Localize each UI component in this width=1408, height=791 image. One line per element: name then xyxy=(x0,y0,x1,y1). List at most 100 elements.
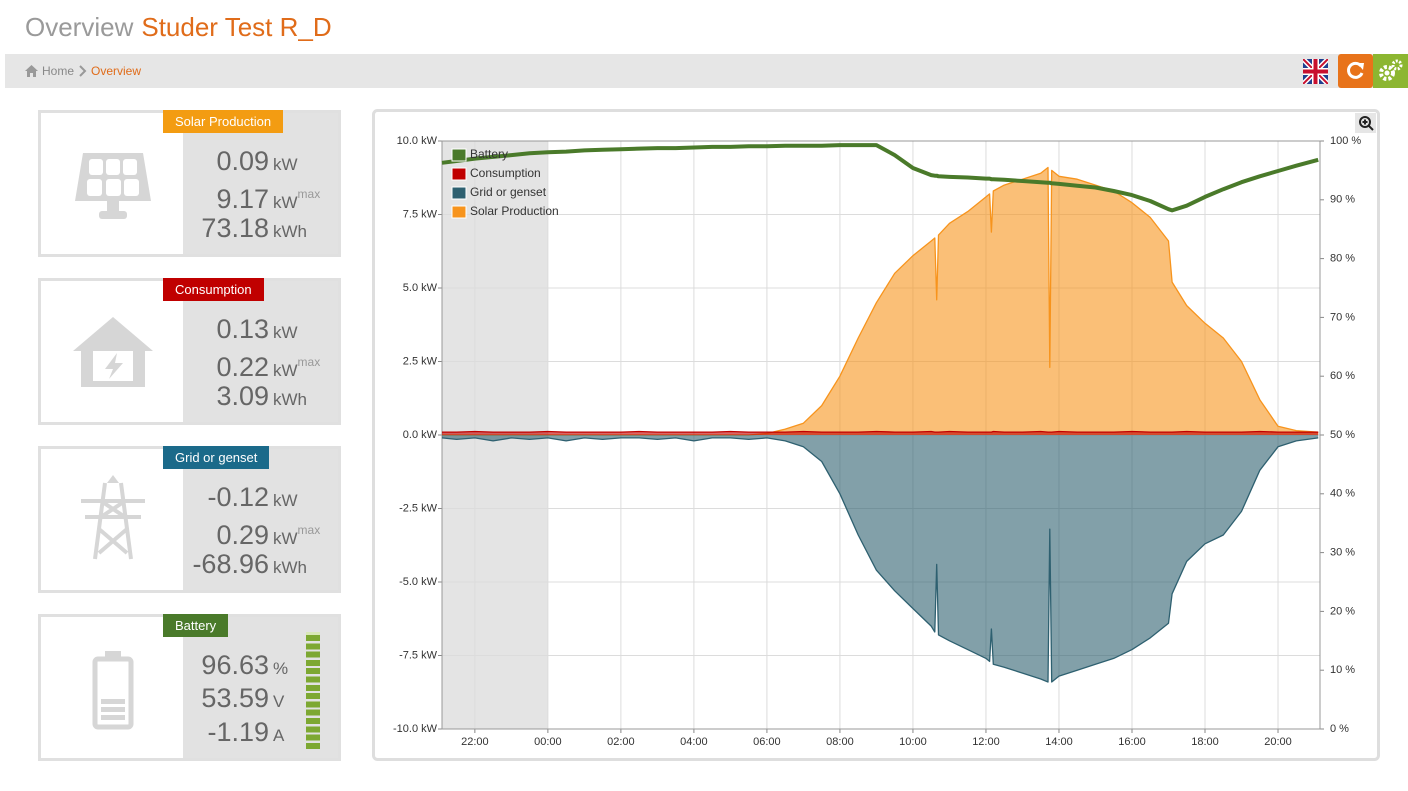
value: 73.18 xyxy=(201,213,269,243)
y2-tick-label: 50 % xyxy=(1330,429,1355,441)
y2-tick-label: 80 % xyxy=(1330,253,1355,265)
refresh-button[interactable] xyxy=(1338,54,1373,88)
legend-swatch xyxy=(451,148,467,162)
x-tick-label: 08:00 xyxy=(826,736,854,748)
card-label: Battery xyxy=(163,614,229,637)
value: 96.63 xyxy=(201,650,269,680)
y2-tick-label: 40 % xyxy=(1330,488,1355,500)
area-fill xyxy=(442,167,1319,435)
solar-card: 0.09 kW 9.17 kWmax 73.18 kWh Solar Producti… xyxy=(38,110,341,257)
unit: kWh xyxy=(273,558,307,577)
y2-tick-label: 0 % xyxy=(1330,723,1349,735)
breadcrumb-home[interactable]: Home xyxy=(42,64,75,78)
y2-tick-label: 90 % xyxy=(1330,194,1355,206)
page-title: Overview xyxy=(25,12,134,42)
values-panel: 96.63% 53.59 V -1.19 A xyxy=(183,617,338,758)
value: 53.59 xyxy=(201,683,269,713)
card-label: Grid or genset xyxy=(163,446,270,469)
site-name: Studer Test R_D xyxy=(141,12,332,42)
card-label: Consumption xyxy=(163,278,264,301)
x-tick-label: 14:00 xyxy=(1045,736,1073,748)
unit: kW xyxy=(273,193,298,212)
y-tick-label: -7.5 kW xyxy=(399,649,438,661)
value: -68.96 xyxy=(192,549,269,579)
unit: kW xyxy=(273,155,298,174)
chevron xyxy=(79,65,87,77)
y-tick-label: -10.0 kW xyxy=(393,723,438,735)
unit: kWh xyxy=(273,390,307,409)
values-panel: 0.09 kW 9.17 kWmax 73.18 kWh xyxy=(183,113,338,254)
x-tick-label: 02:00 xyxy=(607,736,635,748)
battery-level xyxy=(306,632,320,751)
value: -0.12 xyxy=(207,482,269,512)
x-tick-label: 00:00 xyxy=(534,736,562,748)
x-tick-label: 22:00 xyxy=(461,736,489,748)
legend-label: Consumption xyxy=(470,166,541,180)
legend-label: Grid or genset xyxy=(470,185,547,199)
x-tick-label: 20:00 xyxy=(1264,736,1292,748)
unit: kW xyxy=(273,529,298,548)
x-tick-label: 12:00 xyxy=(972,736,1000,748)
chart: -10.0 kW -7.5 kW -5.0 kW -2.5 kW 0.0 kW 2.5 k… xyxy=(372,109,1380,761)
line xyxy=(441,143,1319,213)
value: 0.29 xyxy=(216,520,269,550)
solar-icon xyxy=(75,153,151,219)
y-tick-label: 5.0 kW xyxy=(403,282,438,294)
value: 0.09 xyxy=(216,146,269,176)
legend-swatch xyxy=(451,205,467,219)
y2-tick-label: 60 % xyxy=(1330,370,1355,382)
y-tick-label: 0.0 kW xyxy=(403,429,438,441)
breadcrumb-current: Overview xyxy=(91,64,142,78)
values-panel: 0.13 kW 0.22 kWmax 3.09 kWh xyxy=(183,281,338,422)
legend-label: Battery xyxy=(470,147,508,161)
unit: A xyxy=(273,726,285,745)
x-tick-label: 04:00 xyxy=(680,736,708,748)
unit: V xyxy=(273,692,285,711)
y-tick-label: -5.0 kW xyxy=(399,576,438,588)
grid-card: -0.12 kW 0.29 kWmax -68.96 kWh Grid or gens… xyxy=(38,446,341,593)
legend-swatch xyxy=(451,186,467,200)
y2-tick-label: 10 % xyxy=(1330,664,1355,676)
unit: % xyxy=(273,659,289,678)
battery-card: 96.63% 53.59 V -1.19 A Battery xyxy=(38,614,341,761)
y2-tick-label: 100 % xyxy=(1330,135,1361,147)
y-tick-label: -2.5 kW xyxy=(399,502,438,514)
home-icon xyxy=(25,65,38,77)
value: 3.09 xyxy=(216,381,269,411)
area-line xyxy=(442,430,1319,433)
unit: kW xyxy=(273,361,298,380)
y-tick-label: 7.5 kW xyxy=(403,208,438,220)
value: 9.17 xyxy=(216,184,269,214)
note: max xyxy=(297,523,321,537)
header: Overview Studer Test R_D xyxy=(25,10,332,44)
settings-button[interactable] xyxy=(1373,54,1408,88)
x-tick-label: 16:00 xyxy=(1118,736,1146,748)
note: max xyxy=(297,355,321,369)
unit: kW xyxy=(273,491,298,510)
card-label: Solar Production xyxy=(163,110,284,133)
pylon-icon xyxy=(81,475,145,560)
value: 0.22 xyxy=(216,352,269,382)
legend-label: Solar Production xyxy=(470,204,559,218)
x-tick-label: 18:00 xyxy=(1191,736,1219,748)
value: 0.13 xyxy=(216,314,269,344)
legend-swatch xyxy=(451,167,467,181)
y-tick-label: 10.0 kW xyxy=(397,135,438,147)
battery-icon xyxy=(92,651,134,730)
zoom-button[interactable] xyxy=(1355,113,1376,133)
consumption-card: 0.13 kW 0.22 kWmax 3.09 kWh Consumption xyxy=(38,278,341,425)
x-tick-label: 06:00 xyxy=(753,736,781,748)
y-tick-label: 2.5 kW xyxy=(403,355,438,367)
x-tick-label: 10:00 xyxy=(899,736,927,748)
y2-tick-label: 70 % xyxy=(1330,311,1355,323)
values-panel: -0.12 kW 0.29 kWmax -68.96 kWh xyxy=(183,449,338,590)
house-icon xyxy=(73,317,153,387)
unit: kW xyxy=(273,323,298,342)
value: -1.19 xyxy=(207,717,269,747)
y2-tick-label: 30 % xyxy=(1330,547,1355,559)
breadcrumb-bar: Home Overview xyxy=(5,54,1408,88)
language-flag[interactable] xyxy=(1303,59,1328,84)
note: max xyxy=(297,187,321,201)
unit: kWh xyxy=(273,222,307,241)
